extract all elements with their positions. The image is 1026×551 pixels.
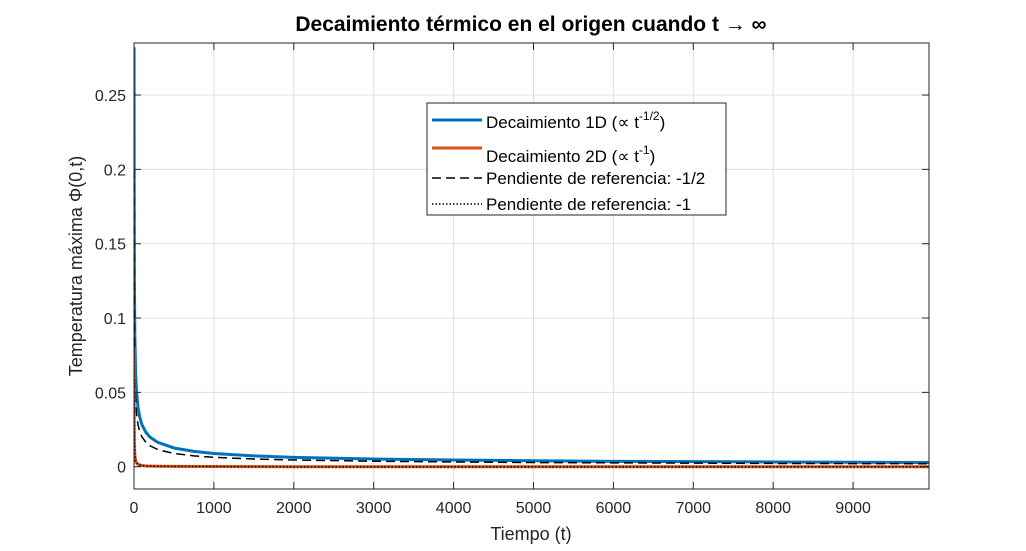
x-tick-label: 5000 bbox=[516, 500, 552, 517]
legend: Decaimiento 1D (∝ t-1/2) Decaimiento 2D … bbox=[426, 102, 727, 216]
x-tick-label: 8000 bbox=[755, 500, 791, 517]
legend-label-1d-main: Decaimiento 1D (∝ t bbox=[486, 113, 639, 132]
x-tick-label: 0 bbox=[130, 500, 139, 517]
y-tick-label: 0.25 bbox=[95, 88, 126, 105]
x-tick-label: 4000 bbox=[436, 500, 472, 517]
legend-label-1d-close: ) bbox=[660, 113, 666, 132]
legend-label-2d-close: ) bbox=[650, 147, 656, 166]
x-axis-label: Tiempo (t) bbox=[490, 524, 571, 544]
x-tick-label: 2000 bbox=[276, 500, 312, 517]
legend-label-1d: Decaimiento 1D (∝ t-1/2) bbox=[486, 109, 665, 132]
x-tick-label: 9000 bbox=[835, 500, 871, 517]
y-axis-label: Temperatura máxima Φ(0,t) bbox=[66, 156, 86, 376]
y-tick-label: 0 bbox=[117, 460, 126, 477]
legend-label-2d: Decaimiento 2D (∝ t-1) bbox=[486, 143, 655, 166]
legend-label-ref-half: Pendiente de referencia: -1/2 bbox=[486, 169, 705, 188]
y-tick-label: 0.05 bbox=[95, 385, 126, 402]
y-tick-label: 0.15 bbox=[95, 237, 126, 254]
tick-layer: 0 1000 2000 3000 4000 5000 6000 7000 8000 9000 0 0.… bbox=[95, 43, 929, 517]
x-tick-label: 7000 bbox=[675, 500, 711, 517]
legend-label-ref-one: Pendiente de referencia: -1 bbox=[486, 195, 691, 214]
legend-box bbox=[426, 102, 727, 216]
x-tick-label: 3000 bbox=[356, 500, 392, 517]
legend-label-2d-exp: -1 bbox=[639, 143, 650, 157]
y-tick-label: 0.1 bbox=[104, 311, 126, 328]
axes-box bbox=[133, 42, 930, 490]
legend-label-2d-main: Decaimiento 2D (∝ t bbox=[486, 147, 639, 166]
series-line-ref-one bbox=[134, 347, 929, 468]
legend-label-1d-exp: -1/2 bbox=[639, 109, 660, 123]
x-tick-label: 1000 bbox=[196, 500, 232, 517]
y-tick-label: 0.2 bbox=[104, 162, 126, 179]
x-tick-label: 6000 bbox=[596, 500, 632, 517]
chart-title: Decaimiento térmico en el origen cuando … bbox=[295, 13, 766, 36]
